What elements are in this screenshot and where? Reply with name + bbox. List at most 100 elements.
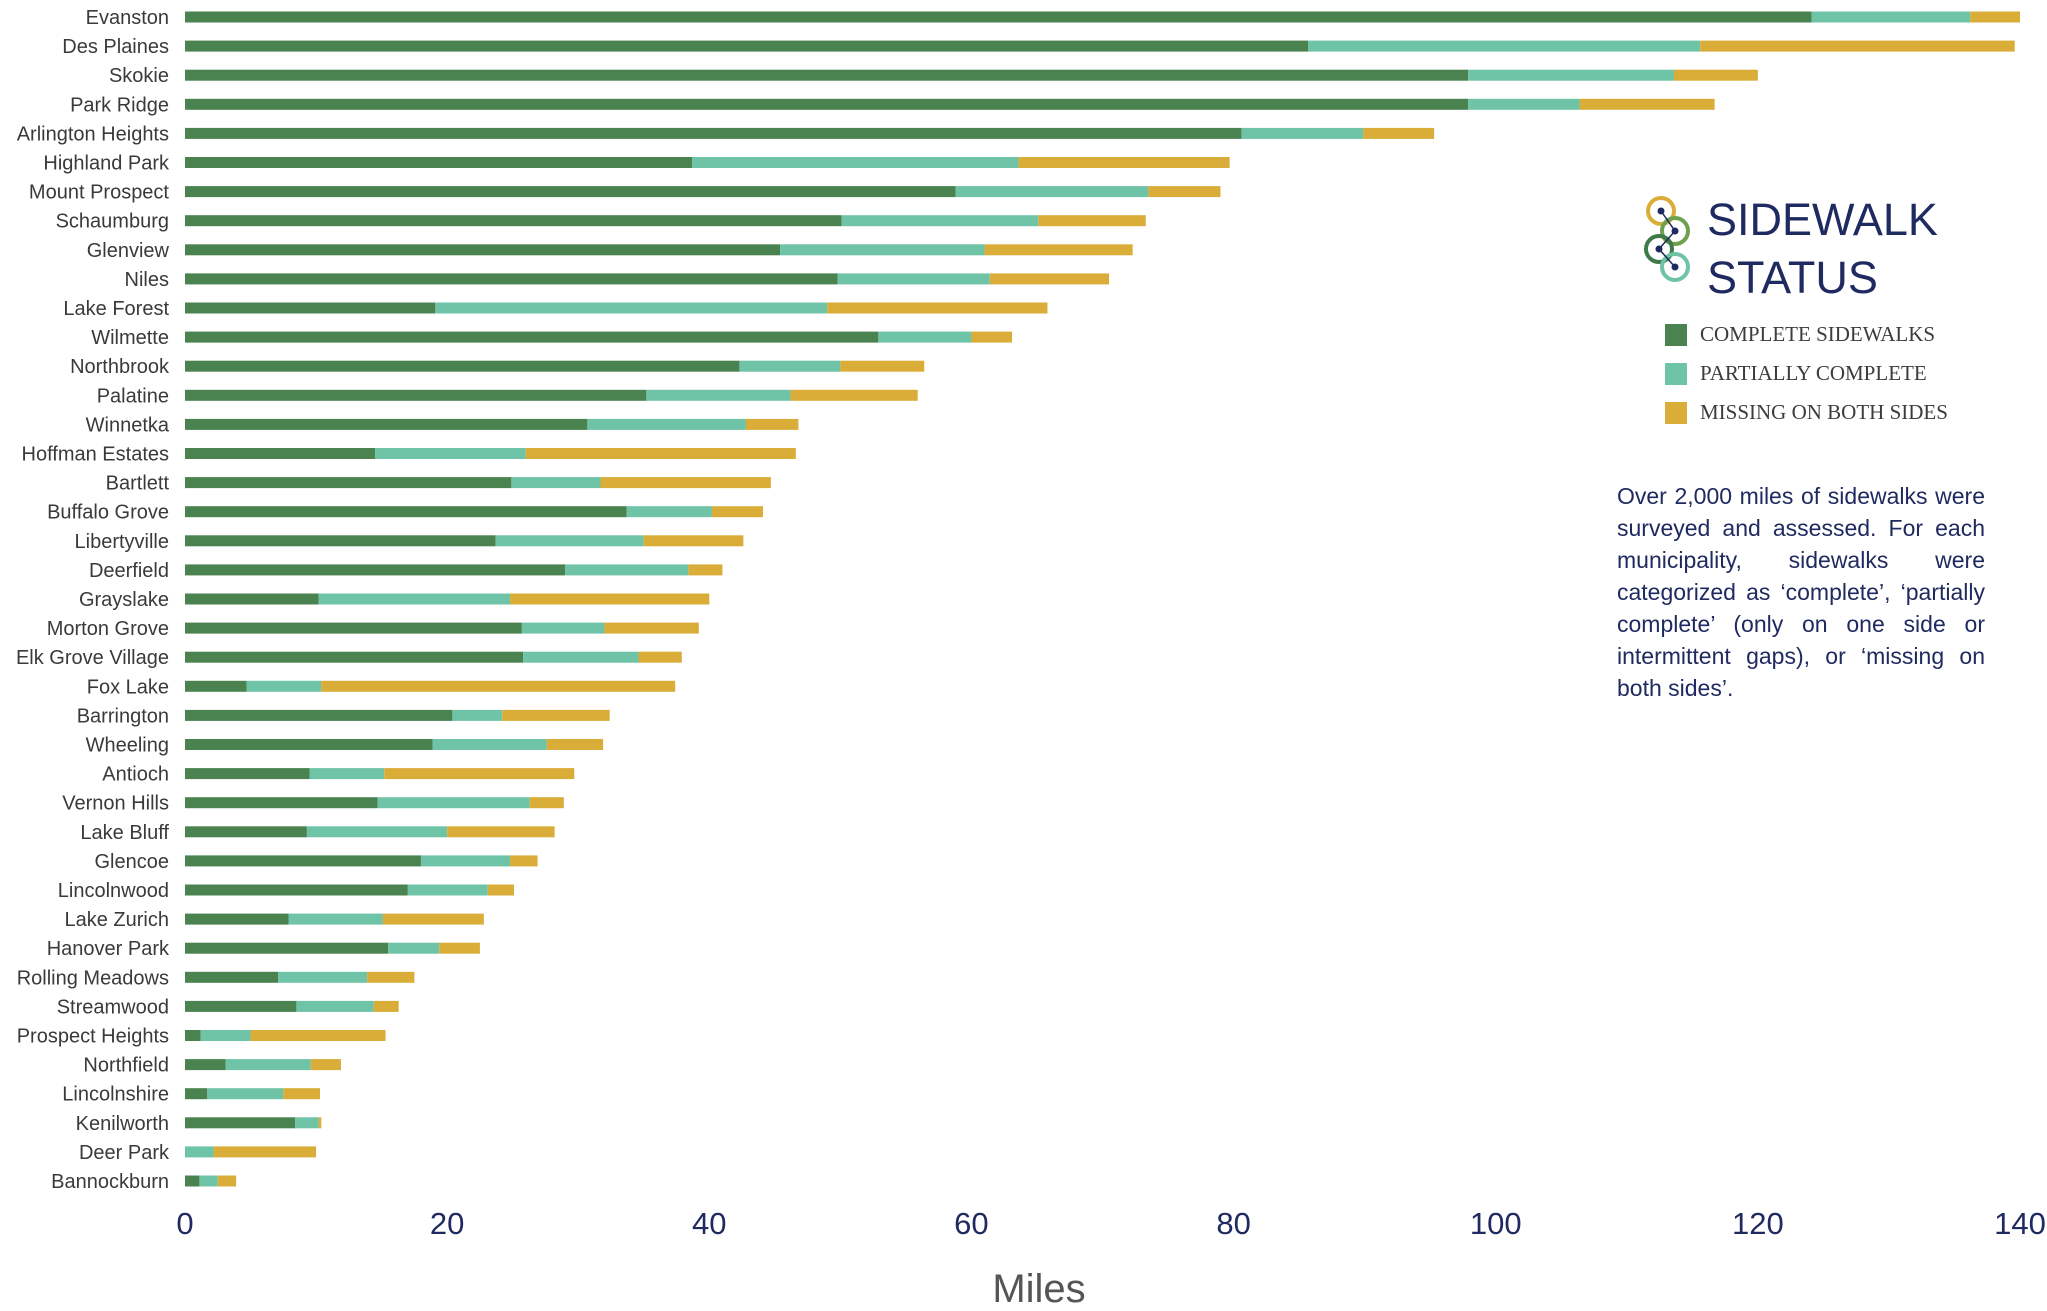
category-label: Lincolnshire xyxy=(62,1084,169,1106)
bar-segment-partial xyxy=(185,1146,214,1158)
bar-segment-complete xyxy=(185,418,588,430)
bar-segment-complete xyxy=(185,622,522,634)
bar-segment-missing xyxy=(1700,40,2015,52)
category-label: Hanover Park xyxy=(47,938,170,960)
bar-segment-complete xyxy=(185,1088,208,1100)
bar-segment-partial xyxy=(646,389,791,401)
bar-segment-partial xyxy=(288,913,383,925)
bar-segment-missing xyxy=(638,651,682,663)
bar-segment-missing xyxy=(529,797,564,809)
bar-segment-complete xyxy=(185,680,247,692)
bar-segment-complete xyxy=(185,768,310,780)
bar-segment-missing xyxy=(525,448,796,459)
category-label: Palatine xyxy=(97,385,169,407)
bar-segment-missing xyxy=(1018,157,1230,168)
bar-segment-complete xyxy=(185,826,307,838)
category-label: Arlington Heights xyxy=(17,123,169,145)
bar-segment-partial xyxy=(878,331,972,343)
bar-segment-partial xyxy=(388,942,440,954)
bar-segment-missing xyxy=(384,768,575,780)
bar-segment-missing xyxy=(745,418,799,430)
bar-segment-missing xyxy=(510,593,710,605)
legend-title: SIDEWALK STATUS xyxy=(1707,191,1938,307)
bar-segment-complete xyxy=(185,797,378,809)
bar-segment-partial xyxy=(587,418,746,430)
bar-segment-partial xyxy=(1308,40,1701,52)
bar-segment-partial xyxy=(1468,98,1580,110)
category-label: Elk Grove Village xyxy=(16,647,169,669)
category-label: Lake Bluff xyxy=(80,822,169,844)
bar-segment-missing xyxy=(790,389,918,401)
category-label: Niles xyxy=(125,269,169,291)
x-axis-title: Miles xyxy=(992,1267,1085,1311)
bar-segment-partial xyxy=(278,971,368,983)
survey-annotation: Over 2,000 miles of sidewalks were surve… xyxy=(1617,483,1985,701)
legend-label-missing: MISSING ON BOTH SIDES xyxy=(1700,400,1948,424)
category-label: Skokie xyxy=(109,65,169,87)
bar-segment-missing xyxy=(688,564,723,576)
bar-segment-complete xyxy=(185,884,408,896)
bar-segment-partial xyxy=(199,1175,218,1187)
legend-item-missing: MISSING ON BOTH SIDES xyxy=(1665,393,1948,432)
category-label: Evanston xyxy=(86,7,169,29)
category-label: Glenview xyxy=(87,240,170,262)
bar-segment-partial xyxy=(565,564,689,576)
category-label: Prospect Heights xyxy=(17,1026,169,1048)
bar-segment-missing xyxy=(840,360,925,372)
bar-segment-missing xyxy=(546,739,604,750)
bar-segment-missing xyxy=(217,1175,237,1187)
bar-segment-missing xyxy=(600,477,771,489)
bar-segment-missing xyxy=(318,1117,322,1129)
bar-segment-complete xyxy=(185,215,842,227)
bar-segment-partial xyxy=(246,680,322,692)
bar-segment-partial xyxy=(296,1000,374,1012)
bar-segment-partial xyxy=(511,477,601,489)
x-tick-label: 140 xyxy=(1994,1206,2046,1241)
bar-segment-missing xyxy=(1970,11,2020,23)
bar-segment-complete xyxy=(185,302,436,314)
category-label: Park Ridge xyxy=(70,94,169,116)
category-label: Grayslake xyxy=(79,589,169,611)
category-label: Barrington xyxy=(77,705,169,727)
bar-segment-complete xyxy=(185,739,433,750)
legend-item-complete: COMPLETE SIDEWALKS xyxy=(1665,315,1948,354)
category-label: Buffalo Grove xyxy=(47,502,169,524)
bar-segment-missing xyxy=(321,680,676,692)
bar-segment-partial xyxy=(432,739,547,750)
category-label: Northbrook xyxy=(70,356,170,378)
bar-segment-complete xyxy=(185,942,389,954)
x-tick-label: 40 xyxy=(692,1206,726,1241)
legend-swatch-missing xyxy=(1665,401,1687,424)
x-tick-label: 80 xyxy=(1216,1206,1250,1241)
bar-segment-missing xyxy=(1148,186,1221,198)
x-tick-label: 0 xyxy=(176,1206,193,1241)
bar-segment-complete xyxy=(185,273,838,285)
bar-segment-partial xyxy=(435,302,828,314)
bar-segment-complete xyxy=(185,709,453,721)
bar-segment-missing xyxy=(1363,127,1435,139)
bar-segment-missing xyxy=(382,913,484,925)
legend-swatch-complete xyxy=(1665,323,1687,346)
legend-label-complete: COMPLETE SIDEWALKS xyxy=(1700,322,1936,346)
bar-segment-partial xyxy=(200,1030,251,1041)
bars-group xyxy=(185,11,2020,1187)
bar-segment-complete xyxy=(185,1059,226,1071)
bar-segment-missing xyxy=(250,1030,386,1041)
bar-segment-partial xyxy=(377,797,530,809)
bar-segment-partial xyxy=(207,1088,284,1100)
bar-segment-complete xyxy=(185,1175,200,1187)
bar-segment-missing xyxy=(1673,69,1758,81)
bar-segment-partial xyxy=(626,506,712,518)
bar-segment-complete xyxy=(185,564,566,576)
category-label: Rolling Meadows xyxy=(17,967,169,989)
bar-segment-partial xyxy=(692,157,1019,168)
category-label: Winnetka xyxy=(86,414,170,436)
bar-segment-partial xyxy=(225,1059,311,1071)
category-label: Fox Lake xyxy=(87,676,169,698)
bar-segment-partial xyxy=(955,186,1149,198)
category-label: Mount Prospect xyxy=(29,182,170,204)
bar-segment-partial xyxy=(309,768,385,780)
bar-segment-partial xyxy=(495,535,644,547)
category-label: Highland Park xyxy=(43,153,170,175)
bar-segment-complete xyxy=(185,448,376,459)
